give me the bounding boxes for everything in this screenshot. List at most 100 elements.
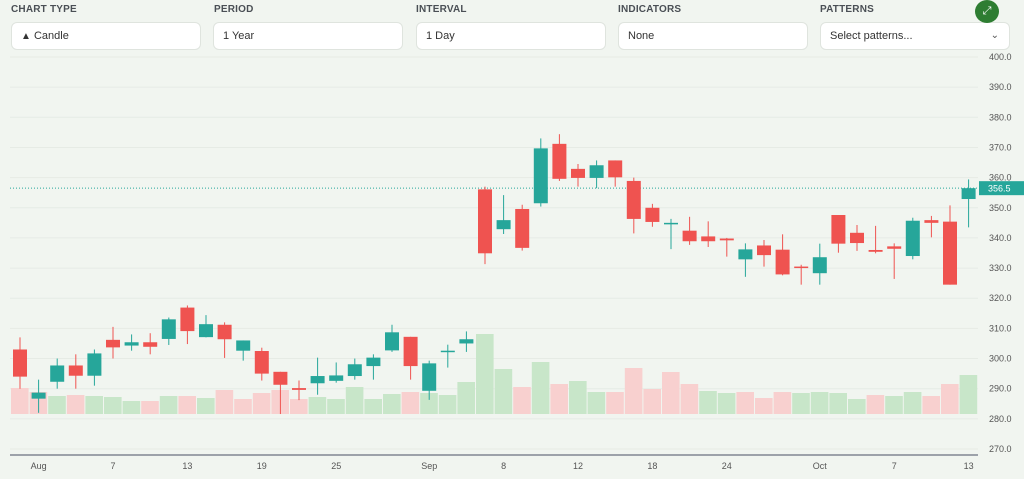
candle-body — [440, 350, 455, 353]
volume-bar — [308, 397, 327, 414]
candle — [775, 234, 790, 276]
candle-body — [199, 324, 213, 338]
volume-bar — [11, 388, 29, 414]
volume-bar — [197, 398, 215, 414]
x-tick-label: 18 — [647, 461, 657, 471]
candle — [459, 331, 474, 352]
candle — [440, 344, 455, 368]
indicators-select[interactable]: None — [618, 22, 808, 50]
volume-bar — [662, 372, 680, 414]
y-tick-label: 280.0 — [989, 414, 1012, 424]
candle — [645, 203, 660, 227]
candle — [87, 349, 102, 386]
volume-bar — [252, 393, 271, 414]
volume-bar — [178, 396, 196, 414]
interval-select[interactable]: 1 Day — [416, 22, 606, 50]
volume-bar — [476, 334, 494, 414]
candle-body — [217, 324, 232, 340]
candle-body — [68, 365, 83, 376]
candle-body — [664, 222, 678, 225]
x-tick-label: 13 — [964, 461, 974, 471]
candle-body — [626, 180, 641, 219]
volume-bar — [383, 394, 401, 414]
candle — [924, 215, 939, 238]
candle — [533, 138, 548, 207]
candle-body — [645, 207, 660, 222]
candle — [199, 315, 213, 338]
candle-body — [719, 238, 734, 241]
volume-bar — [290, 399, 308, 414]
y-tick-label: 320.0 — [989, 293, 1012, 303]
volume-bar — [85, 396, 103, 414]
patterns-select[interactable]: Select patterns... ⌄ — [820, 22, 1010, 50]
candle-body — [236, 340, 251, 351]
y-tick-label: 360.0 — [989, 173, 1012, 183]
candle-body — [273, 371, 288, 385]
candle — [943, 205, 957, 285]
volume-bar — [903, 392, 922, 414]
period-value: 1 Year — [223, 30, 255, 42]
volume-bar — [569, 381, 587, 414]
volume-bar — [234, 399, 252, 414]
candle-body — [757, 245, 771, 256]
candle — [143, 333, 158, 355]
candle-body — [589, 165, 604, 178]
candle-body — [292, 388, 306, 390]
chevron-down-icon: ⌄ — [990, 30, 999, 41]
candle-body — [87, 353, 102, 376]
candle — [254, 347, 269, 381]
interval-label: INTERVAL — [416, 4, 467, 15]
candle — [552, 134, 567, 181]
volume-bar — [717, 393, 736, 414]
candle — [682, 216, 697, 245]
period-select[interactable]: 1 Year — [213, 22, 403, 50]
candle — [905, 217, 920, 260]
candle-body — [124, 342, 139, 346]
candle-body — [310, 376, 325, 384]
y-tick-label: 290.0 — [989, 384, 1012, 394]
indicators-label: INDICATORS — [618, 4, 682, 15]
candle-body — [13, 349, 27, 377]
y-tick-label: 380.0 — [989, 112, 1012, 122]
candle — [50, 358, 65, 389]
volume-bar — [922, 396, 940, 414]
fullscreen-button[interactable]: ⤢ — [975, 0, 999, 23]
candle — [589, 160, 604, 189]
candle — [236, 340, 251, 361]
x-tick-label: 8 — [501, 461, 506, 471]
candle-body — [515, 208, 530, 248]
volume-bar — [420, 393, 438, 414]
y-tick-label: 310.0 — [989, 323, 1012, 333]
candle-body — [775, 249, 790, 275]
candle — [217, 322, 232, 358]
y-tick-label: 400.0 — [989, 52, 1012, 62]
volume-bar — [141, 401, 159, 414]
candle — [571, 164, 585, 187]
volume-bar — [550, 384, 568, 414]
candle-body — [180, 307, 195, 332]
candle — [608, 160, 623, 187]
x-tick-label: 24 — [722, 461, 732, 471]
candle — [831, 215, 846, 253]
candle — [961, 179, 976, 228]
candle-body — [254, 351, 269, 374]
volume-bar — [66, 395, 85, 414]
candle-body — [143, 342, 158, 347]
candle-body — [459, 339, 474, 344]
volume-bar — [792, 393, 810, 414]
volume-bar — [587, 392, 606, 414]
candle-body — [924, 220, 939, 223]
candle-body — [161, 319, 176, 339]
candle — [347, 358, 362, 380]
candle — [106, 326, 120, 359]
candle-body — [496, 220, 511, 230]
candle-body — [366, 357, 381, 367]
candle-body — [422, 363, 437, 391]
y-tick-label: 300.0 — [989, 354, 1012, 364]
interval-value: 1 Day — [426, 30, 455, 42]
candle-body — [571, 168, 585, 178]
x-tick-label: Aug — [31, 461, 47, 471]
chart-type-select[interactable]: ▲ Candle — [11, 22, 201, 50]
candle-body — [31, 392, 46, 399]
